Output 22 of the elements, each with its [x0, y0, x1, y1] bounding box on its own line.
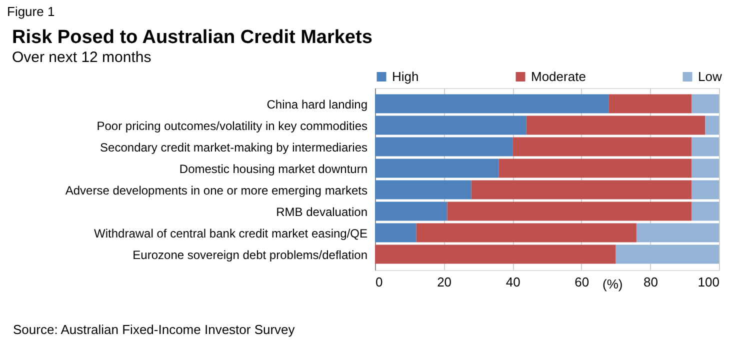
y-tick-label: Withdrawal of central bank credit market easing/QE — [94, 226, 368, 240]
x-tick-label: 40 — [506, 274, 520, 290]
legend-label: Low — [698, 68, 722, 84]
y-tick-label: RMB devaluation — [276, 204, 368, 219]
y-tick-label: Poor pricing outcomes/volatility in key commodities — [96, 118, 368, 133]
y-tick-label: China hard landing — [266, 97, 368, 112]
y-tick-label: Eurozone sovereign debt problems/deflation — [132, 248, 368, 262]
source-note: Source: Australian Fixed-Income Investor Survey — [13, 322, 296, 337]
y-tick-label: Adverse developments in one or more emerging markets — [65, 183, 368, 198]
legend-label: High — [392, 68, 419, 84]
text: Risk Posed to Australian Credit Markets — [12, 27, 372, 48]
x-tick-label: 20 — [437, 274, 452, 290]
x-tick-label: 60 — [574, 274, 590, 290]
x-axis-title: (%) — [602, 276, 623, 292]
y-tick-label: Secondary credit market-making by intermediaries — [100, 140, 368, 154]
x-tick-label: 0 — [376, 274, 383, 290]
caption: Figure 1 — [7, 4, 55, 19]
x-tick-label: 100 — [698, 274, 720, 290]
y-tick-label: Domestic housing market downturn — [179, 162, 368, 176]
legend-label: Moderate — [531, 68, 586, 84]
text: Over next 12 months — [12, 49, 152, 66]
x-tick-label: 80 — [643, 274, 658, 290]
